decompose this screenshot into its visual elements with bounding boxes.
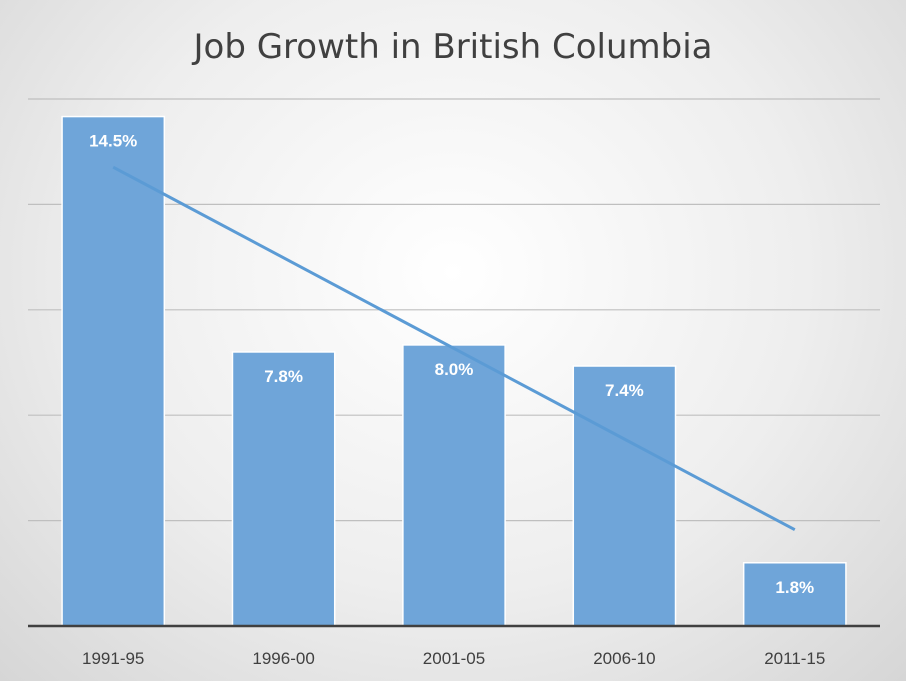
chart-title: Job Growth in British Columbia	[191, 27, 712, 67]
x-tick-label: 2001-05	[423, 649, 485, 668]
x-axis-tick-labels: 1991-95 1996-00 2001-05 2006-10 2011-15	[82, 649, 825, 668]
x-tick-label: 1991-95	[82, 649, 144, 668]
x-tick-label: 2006-10	[593, 649, 655, 668]
data-label: 7.4%	[605, 381, 644, 400]
bar-2006-10	[572, 365, 677, 627]
data-label: 1.8%	[775, 578, 814, 597]
bar-1991-95	[61, 115, 166, 627]
bars	[61, 115, 847, 627]
bar-2011-15	[742, 562, 847, 627]
bar-1996-00	[231, 351, 336, 627]
data-label: 14.5%	[89, 132, 137, 151]
data-labels: 14.5% 7.8% 8.0% 7.4% 1.8%	[89, 132, 814, 597]
trendline-layer	[112, 165, 796, 532]
gridlines	[28, 98, 880, 522]
x-tick-label: 2011-15	[764, 649, 825, 668]
trendline	[112, 165, 796, 532]
x-tick-label: 1996-00	[252, 649, 314, 668]
bar-2001-05	[402, 344, 506, 627]
data-label: 7.8%	[264, 367, 303, 386]
data-label: 8.0%	[435, 360, 474, 379]
